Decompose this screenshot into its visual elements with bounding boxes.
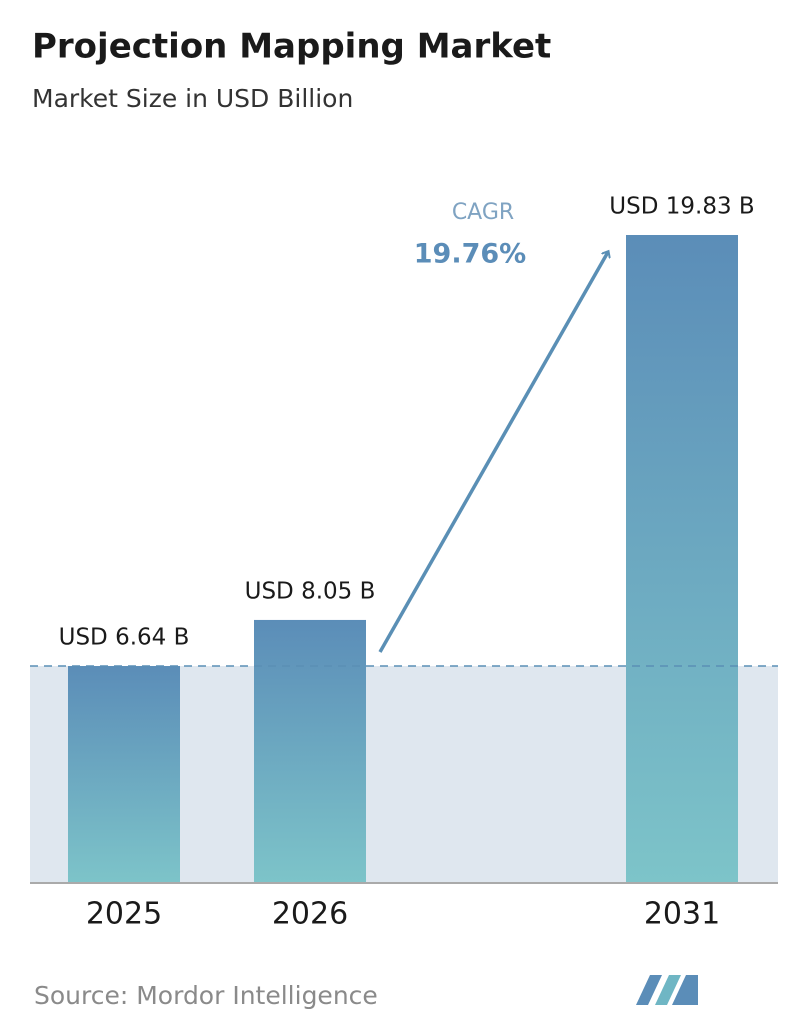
cagr-arrow [378,252,608,653]
value-label: USD 19.83 B [609,194,754,220]
x-tick-label: 2031 [644,897,720,932]
plot-area: USD 6.64 B 2025 USD 8.05 B 2026 USD 19.83 B 2… [30,194,778,932]
bar [626,235,738,883]
x-tick-label: 2025 [86,897,162,932]
bar [68,666,180,883]
cagr-value: 19.76% [414,239,526,270]
chart-title: Projection Mapping Market [32,27,551,67]
source: Source: Mordor Intelligence [34,981,378,1010]
chart-subtitle: Market Size in USD Billion [32,84,353,113]
logo [636,975,698,1005]
cagr-label: CAGR [452,200,514,225]
bar [254,619,366,883]
value-label: USD 6.64 B [59,625,190,651]
x-tick-label: 2026 [272,897,348,932]
value-label: USD 8.05 B [245,578,376,604]
